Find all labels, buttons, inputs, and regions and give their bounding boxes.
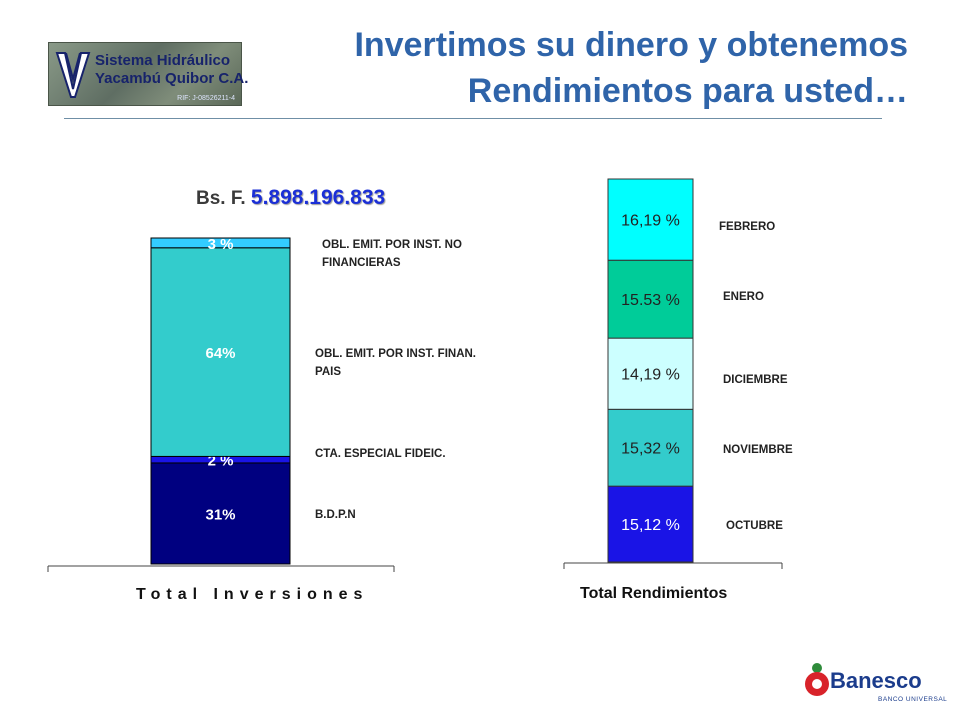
yields-bar-2	[607, 337, 694, 410]
yields-bar-3	[607, 259, 694, 339]
yields-data-label-3: 15.53 %	[621, 292, 680, 309]
legend-fideic-line1: CTA. ESPECIAL FIDEIC.	[315, 448, 446, 460]
banesco-logo-icon	[805, 663, 829, 696]
amount-value: 5.898.196.833	[250, 186, 386, 209]
legend-finan-pais: OBL. EMIT. POR INST. FINAN. PAIS	[315, 345, 515, 381]
month-label-octubre: OCTUBRE	[726, 520, 783, 532]
title-divider	[64, 118, 882, 119]
page-title-line1: Invertimos su dinero y obtenemos	[354, 26, 908, 64]
amount-prefix: Bs. F.	[196, 188, 246, 209]
yields-bar-4	[607, 178, 694, 261]
legend-no-financieras-line1: OBL. EMIT. POR INST. NO	[322, 239, 462, 251]
investments-data-label-1: 2 %	[208, 453, 234, 470]
company-logo-mark-icon	[55, 52, 91, 98]
logo-rif-text: RIF: J-08526211-4	[177, 95, 235, 102]
banesco-brand-sub: BANCO UNIVERSAL	[878, 696, 948, 703]
month-label-noviembre: NOVIEMBRE	[723, 444, 793, 456]
investments-data-label-3: 3 %	[208, 236, 234, 253]
legend-no-financieras-line2: FINANCIERAS	[322, 257, 401, 269]
logo-text-line2: Yacambú Quibor C.A.	[95, 70, 249, 87]
banesco-brand: Banesco	[830, 668, 922, 693]
month-label-enero: ENERO	[723, 291, 764, 303]
investment-amount: Bs. F. 5.898.196.833	[196, 186, 385, 210]
month-label-febrero: FEBRERO	[719, 221, 776, 233]
investments-bar-0	[150, 462, 291, 565]
investments-bar-2	[150, 247, 291, 457]
legend-bdpn-line1: B.D.P.N	[315, 509, 356, 521]
legend-finan-pais-line2: PAIS	[315, 366, 341, 378]
yields-bar-1	[607, 408, 694, 487]
month-label-diciembre: DICIEMBRE	[723, 374, 788, 386]
legend-bdpn: B.D.P.N	[315, 506, 515, 524]
investments-x-label: Total Inversiones	[136, 586, 369, 603]
yields-data-label-1: 15,32 %	[621, 441, 680, 458]
legend-finan-pais-line1: OBL. EMIT. POR INST. FINAN.	[315, 348, 477, 360]
legend-fideic: CTA. ESPECIAL FIDEIC.	[315, 445, 515, 463]
yields-x-label: Total Rendimientos	[580, 585, 728, 602]
company-logo: Sistema Hidráulico Yacambú Quibor C.A. R…	[48, 42, 248, 106]
page-title-line2: Rendimientos para usted…	[467, 72, 908, 110]
logo-text-line1: Sistema Hidráulico	[95, 52, 231, 69]
legend-no-financieras: OBL. EMIT. POR INST. NO FINANCIERAS	[322, 236, 522, 272]
investments-bar-3	[150, 237, 291, 249]
yields-data-label-2: 14,19 %	[621, 367, 680, 384]
investments-data-label-2: 64%	[205, 345, 235, 362]
yields-data-label-4: 16,19 %	[621, 213, 680, 230]
yields-data-label-0: 15,12 %	[621, 517, 680, 534]
investments-data-label-0: 31%	[205, 506, 235, 523]
